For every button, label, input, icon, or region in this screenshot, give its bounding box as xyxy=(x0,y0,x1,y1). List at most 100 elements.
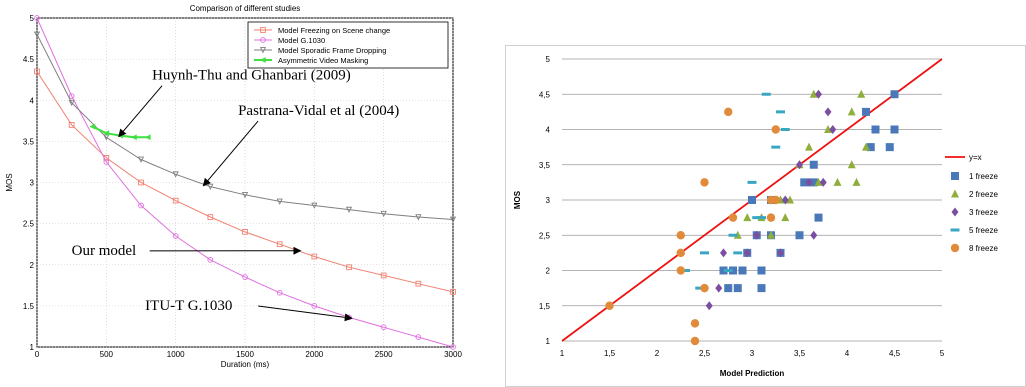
right-x-tick-label: 1 xyxy=(560,349,565,358)
right-data-point xyxy=(738,266,747,275)
right-data-point xyxy=(847,107,856,116)
right-data-point xyxy=(720,248,727,258)
left-y-axis-label: MOS xyxy=(5,173,14,191)
right-data-point xyxy=(676,248,685,258)
left-legend-label: Model Sporadic Frame Dropping xyxy=(278,46,386,55)
right-data-point xyxy=(690,336,700,346)
right-data-point xyxy=(777,248,784,258)
left-data-point xyxy=(311,253,318,260)
left-series-1 xyxy=(34,68,456,295)
left-legend-swatch-marker xyxy=(259,47,267,54)
right-y-axis-label: MOS xyxy=(513,190,522,209)
right-data-point xyxy=(761,92,771,96)
right-data-point xyxy=(862,142,870,151)
left-data-point xyxy=(380,324,387,331)
right-data-point xyxy=(857,89,866,98)
right-data-point xyxy=(771,195,780,205)
right-y-tick-label: 4 xyxy=(546,126,551,135)
right-data-point xyxy=(776,110,785,114)
left-annotation-arrow xyxy=(202,120,259,187)
left-data-point xyxy=(138,179,144,186)
left-y-tick-label: 4.5 xyxy=(23,55,35,64)
right-data-point xyxy=(890,125,899,134)
right-data-point xyxy=(757,284,766,293)
left-annotation-text: Pastrana-Vidal et al (2004) xyxy=(238,103,399,119)
left-chart-title: Comparison of different studies xyxy=(190,4,301,13)
right-data-point xyxy=(810,230,818,240)
left-data-point xyxy=(311,202,318,209)
left-data-point xyxy=(172,233,179,239)
right-data-point xyxy=(700,283,709,293)
left-data-point xyxy=(144,134,151,141)
right-chart: 1 1,5 2 2,5 3 3,5 4 4,5 5 1 1,5 2 2,5 3 3,5 4 4,5 5 Model … xyxy=(505,45,1026,387)
left-data-point xyxy=(34,15,40,21)
left-data-point xyxy=(345,206,353,214)
right-data-point xyxy=(757,216,766,220)
left-data-point xyxy=(103,130,110,137)
right-legend-swatch-marker xyxy=(951,172,959,180)
right-data-point xyxy=(805,142,813,151)
left-legend-label: Asymmetric Video Masking xyxy=(278,56,368,65)
right-data-point xyxy=(719,266,728,275)
right-y-tick-label: 4,5 xyxy=(539,90,551,99)
left-data-point xyxy=(415,280,422,287)
right-legend-label: 1 freeze xyxy=(969,172,998,181)
left-x-tick-label: 1500 xyxy=(236,350,254,359)
right-y-tick-label: 3,5 xyxy=(539,161,551,170)
left-data-point xyxy=(89,123,96,130)
right-data-point xyxy=(815,89,822,99)
left-legend-swatch-marker xyxy=(259,57,266,63)
right-data-point xyxy=(733,284,742,293)
left-annotation-text: ITU-T G.1030 xyxy=(145,298,232,314)
left-y-tick-label: 4 xyxy=(30,96,35,105)
right-data-point xyxy=(723,269,733,272)
left-y-tick-label: 2 xyxy=(30,261,35,270)
right-data-point xyxy=(819,177,827,187)
left-y-tick-label: 2.5 xyxy=(23,220,35,229)
left-x-tick-label: 2500 xyxy=(375,350,393,359)
right-legend-swatch-marker xyxy=(950,228,960,232)
left-data-point xyxy=(380,272,387,279)
right-data-point xyxy=(690,319,700,328)
right-data-point xyxy=(795,231,804,240)
left-data-point xyxy=(242,228,248,235)
right-data-point xyxy=(748,196,756,204)
left-y-tick-label: 1.5 xyxy=(23,302,35,311)
right-data-point xyxy=(833,177,842,186)
left-data-point xyxy=(415,214,422,221)
right-legend-label: 2 freeze xyxy=(969,190,998,199)
left-series-3 xyxy=(33,31,457,223)
right-data-point xyxy=(724,284,733,293)
right-x-axis-label: Model Prediction xyxy=(720,369,785,378)
right-data-point xyxy=(605,301,614,310)
right-series-4 xyxy=(681,92,790,290)
right-y-tick-label: 2,5 xyxy=(539,231,551,240)
right-data-point xyxy=(809,89,818,98)
right-series-5 xyxy=(605,107,780,346)
left-data-point xyxy=(103,159,110,165)
right-data-point xyxy=(753,230,761,240)
right-data-point xyxy=(724,107,733,117)
right-y-tick-label: 3 xyxy=(546,196,551,205)
left-data-point xyxy=(380,210,387,218)
right-data-point xyxy=(728,213,738,222)
right-x-tick-label: 2,5 xyxy=(699,349,711,358)
right-data-point xyxy=(809,160,818,169)
left-data-point xyxy=(34,68,40,75)
right-data-point xyxy=(715,283,723,293)
right-data-point xyxy=(681,269,690,272)
right-data-point xyxy=(796,160,803,170)
left-data-point xyxy=(242,274,248,280)
left-legend-label: Model G.1030 xyxy=(278,36,325,45)
right-data-point xyxy=(757,266,766,275)
right-x-tick-label: 1,5 xyxy=(604,349,616,358)
right-x-tick-label: 3 xyxy=(750,349,755,358)
left-x-axis-label: Duration (ms) xyxy=(221,360,270,369)
right-data-point xyxy=(695,286,705,290)
left-data-point xyxy=(207,214,214,220)
right-legend-label: 8 freeze xyxy=(969,244,998,253)
right-data-point xyxy=(814,177,823,186)
right-data-point xyxy=(809,178,818,187)
left-data-point xyxy=(68,122,75,128)
left-series-line xyxy=(36,17,454,348)
